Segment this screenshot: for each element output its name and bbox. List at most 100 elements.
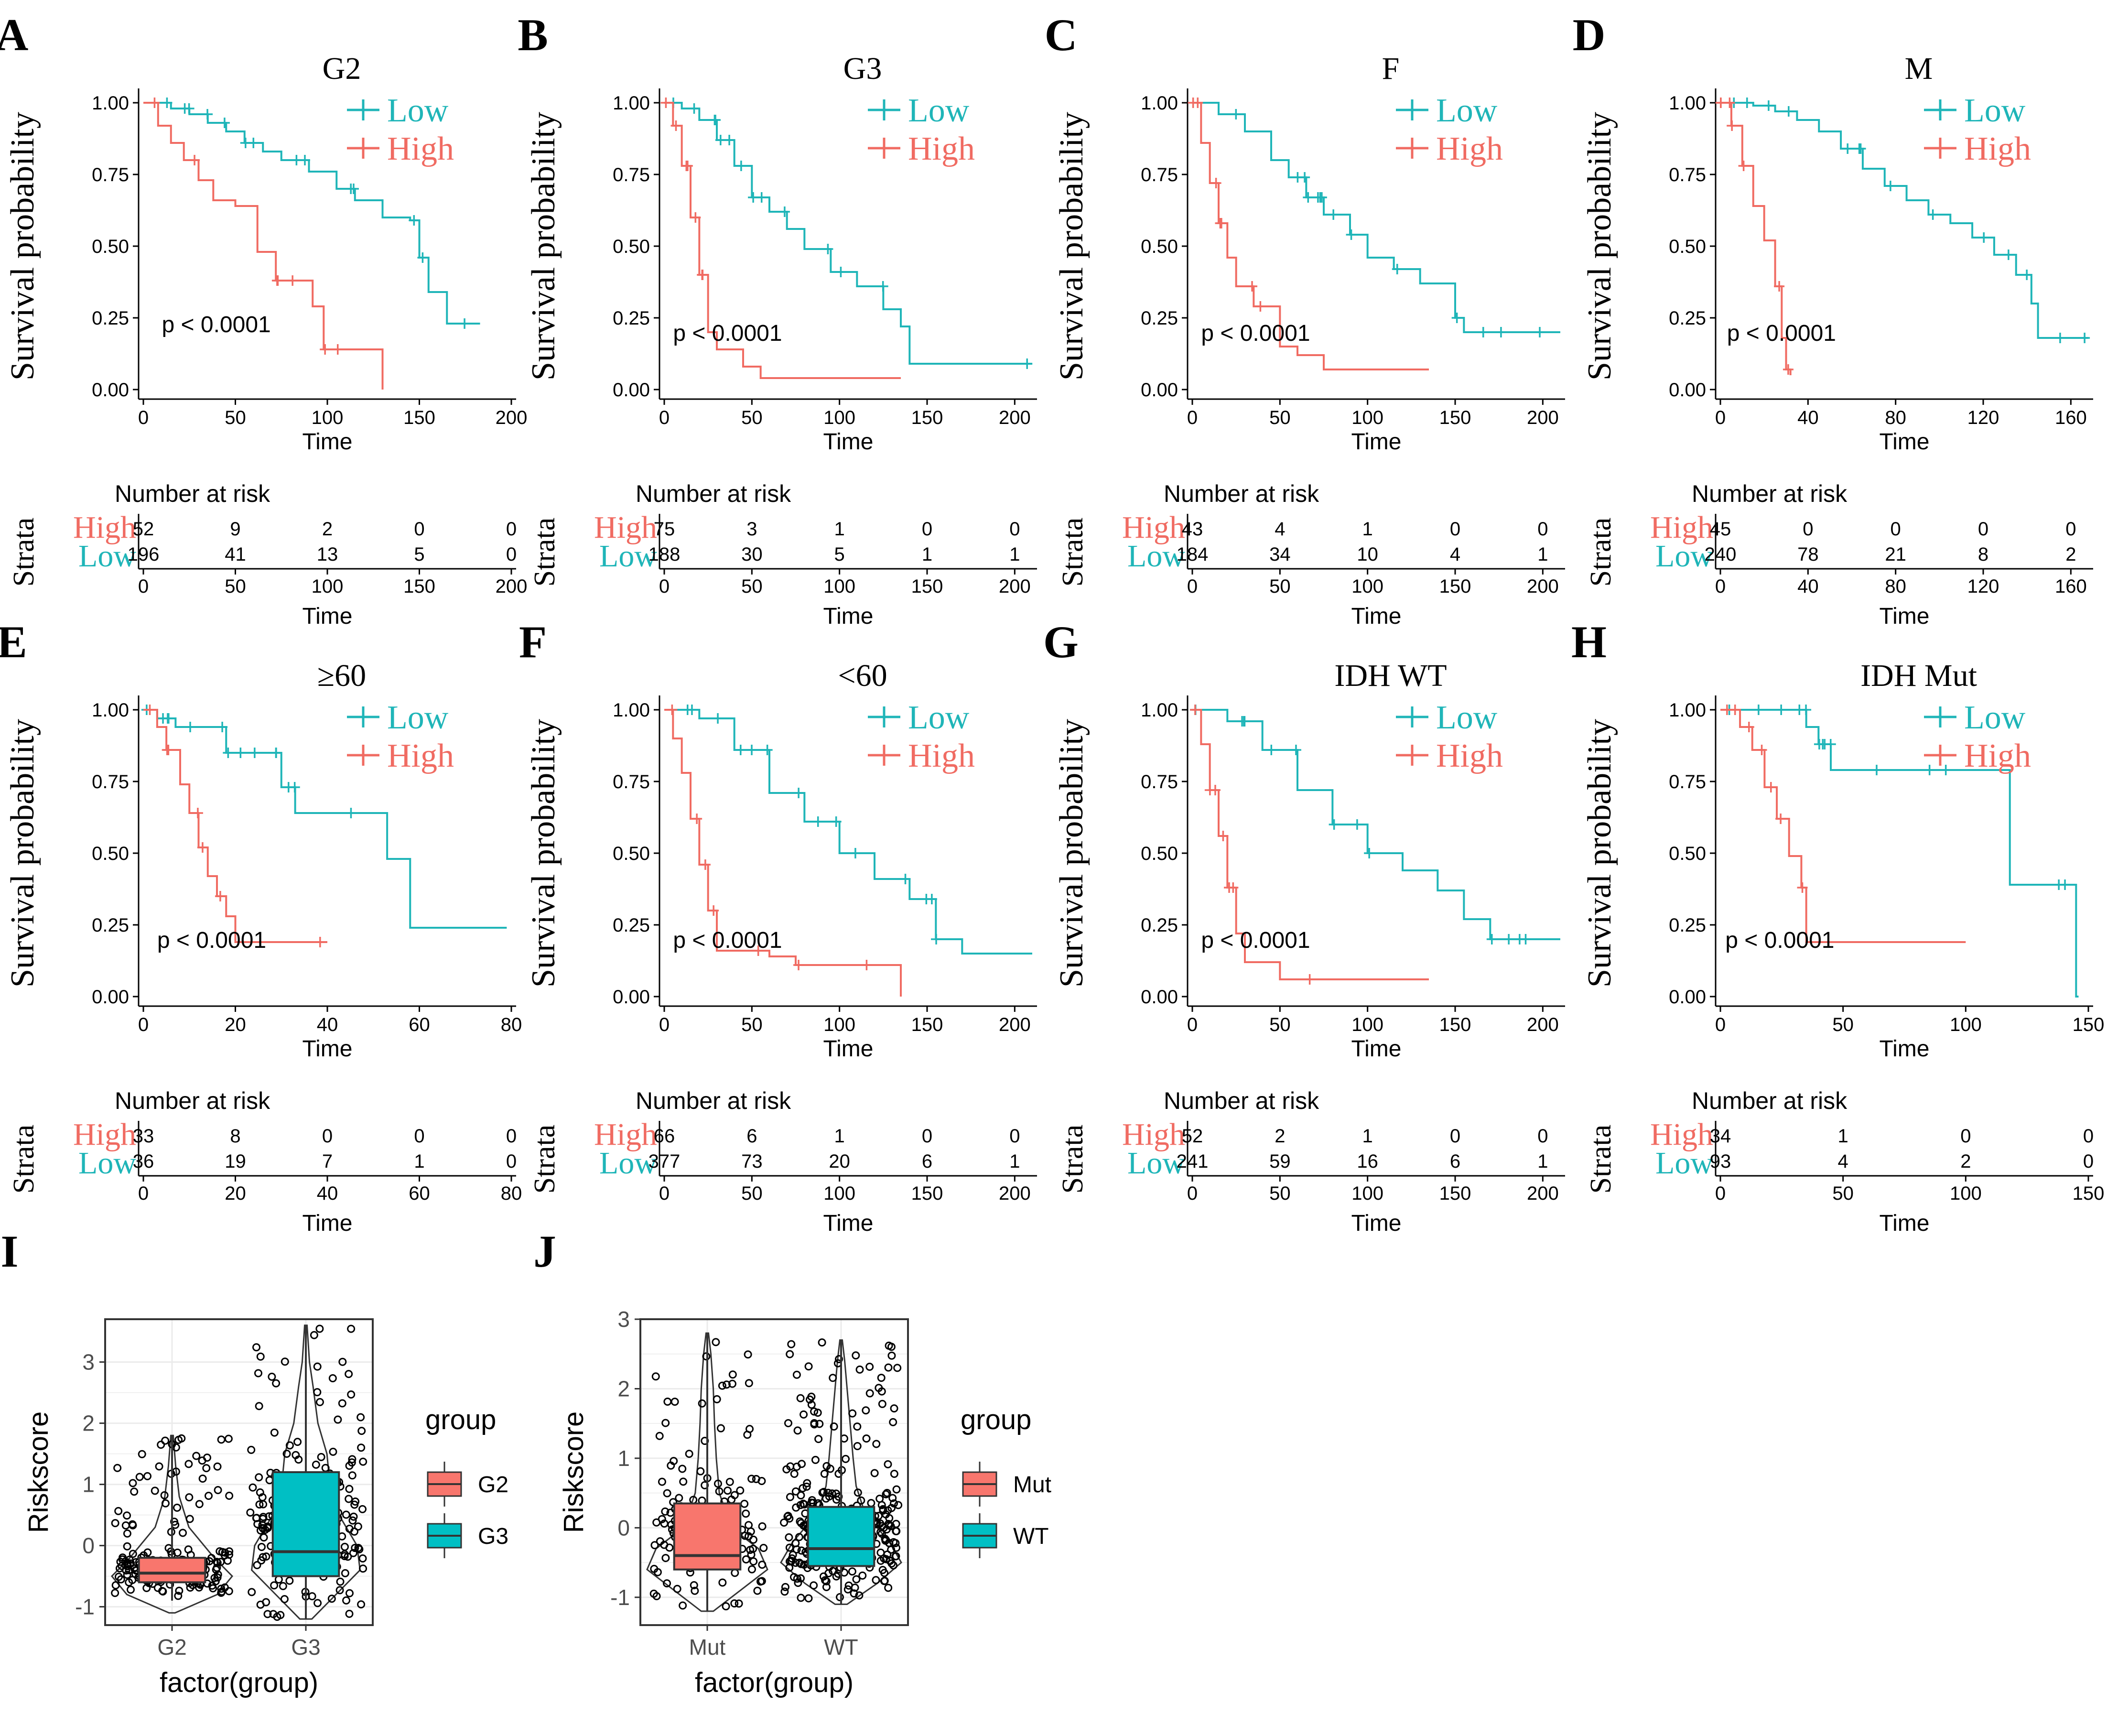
data-point	[728, 1370, 737, 1379]
data-point	[179, 1529, 187, 1537]
data-point	[885, 1341, 893, 1350]
x-tick-label: 150	[1439, 407, 1471, 428]
risk-x-tick-label: 50	[741, 576, 763, 597]
censor-mark	[1231, 109, 1242, 119]
data-point	[217, 1588, 226, 1597]
censor-mark	[689, 103, 700, 114]
number-at-risk-title: Number at risk	[115, 480, 270, 507]
y-axis-title: Riskscore	[23, 1411, 54, 1533]
risk-x-tick-label: 40	[1797, 576, 1819, 597]
censor-mark	[1486, 934, 1497, 944]
y-tick-label: 1.00	[92, 93, 129, 114]
data-point	[357, 1600, 366, 1609]
censor-mark	[2021, 270, 2032, 280]
y-tick-label: 0.75	[1669, 164, 1706, 185]
censor-mark	[1328, 209, 1339, 220]
censor-mark	[850, 848, 861, 858]
y-axis-title: Survival probability	[1581, 719, 1618, 987]
x-axis-title: Time	[1880, 429, 1930, 455]
data-point	[161, 1436, 170, 1445]
data-point	[293, 1438, 302, 1446]
y-tick-label: 0.75	[1141, 771, 1178, 792]
data-point	[800, 1410, 808, 1419]
strata-label: Strata	[8, 518, 40, 587]
risk-x-tick-label: 0	[138, 1183, 149, 1204]
data-point	[678, 1465, 687, 1473]
censor-mark	[1756, 745, 1767, 755]
risk-count-high: 0	[1978, 519, 1988, 540]
risk-x-axis-title: Time	[1880, 1211, 1930, 1236]
data-point	[758, 1522, 767, 1530]
data-point	[887, 1545, 896, 1554]
risk-count-high: 0	[1960, 1126, 1971, 1147]
censor-mark	[660, 98, 671, 108]
data-point	[285, 1441, 294, 1450]
data-point	[858, 1571, 867, 1580]
risk-x-tick-label: 150	[2073, 1183, 2105, 1204]
x-tick-label: 0	[659, 407, 670, 428]
x-axis-title: Time	[1880, 1036, 1930, 1062]
risk-count-low: 59	[1269, 1151, 1291, 1172]
data-point	[722, 1602, 730, 1611]
data-point	[342, 1510, 350, 1519]
data-point	[829, 1374, 837, 1382]
data-point	[317, 1453, 325, 1461]
data-point	[855, 1365, 864, 1374]
data-point	[142, 1584, 151, 1592]
censor-mark	[1743, 722, 1754, 732]
data-point	[887, 1351, 896, 1360]
censor-mark	[2003, 250, 2014, 260]
data-point	[246, 1508, 255, 1517]
y-tick-label: 0.50	[613, 843, 650, 864]
risk-count-high: 66	[654, 1126, 675, 1147]
risk-row-label-high: High	[594, 1117, 657, 1152]
censor-mark	[1978, 232, 1989, 243]
data-point	[780, 1587, 789, 1596]
p-value: p < 0.0001	[1725, 928, 1834, 953]
data-point	[802, 1482, 811, 1491]
x-tick-label: 200	[1527, 1014, 1559, 1035]
data-point	[865, 1362, 874, 1371]
x-tick-label: 40	[317, 1014, 338, 1035]
y-tick-label: 1.00	[1669, 93, 1706, 114]
legend-key-low	[868, 99, 900, 120]
survival-curve-high	[143, 709, 327, 943]
data-point	[872, 1576, 880, 1584]
censor-mark	[812, 816, 823, 827]
data-point	[279, 1582, 287, 1590]
censor-mark	[314, 937, 325, 947]
risk-count-low: 4	[1838, 1151, 1848, 1172]
risk-row-label-low: Low	[599, 539, 657, 574]
data-point	[272, 1379, 281, 1388]
data-point	[310, 1331, 318, 1339]
y-tick-label: 0.75	[613, 771, 650, 792]
y-tick-label: 0.50	[1669, 843, 1706, 864]
data-point	[787, 1340, 796, 1348]
risk-count-high: 0	[1009, 1126, 1020, 1147]
y-tick-label: 0.75	[92, 771, 129, 792]
data-point	[294, 1455, 303, 1464]
risk-count-low: 7	[322, 1151, 333, 1172]
censor-mark	[179, 103, 190, 114]
data-point	[338, 1357, 347, 1366]
risk-x-tick-label: 80	[1885, 576, 1906, 597]
censor-mark	[753, 945, 764, 956]
censor-mark	[1210, 178, 1221, 188]
risk-row-label-low: Low	[1655, 539, 1713, 574]
data-point	[313, 1388, 322, 1397]
risk-count-high: 0	[1450, 519, 1460, 540]
censor-mark	[1774, 281, 1785, 292]
legend-key-high	[1396, 138, 1428, 159]
data-point	[255, 1402, 263, 1410]
y-tick-label: 0.00	[1141, 987, 1178, 1008]
risk-x-tick-label: 0	[1715, 576, 1726, 597]
data-point	[797, 1560, 805, 1568]
data-point	[757, 1577, 766, 1585]
panel-title: <60	[838, 658, 887, 693]
data-point	[257, 1543, 266, 1552]
data-point	[281, 1357, 289, 1366]
risk-count-low: 78	[1797, 544, 1819, 565]
data-point	[800, 1500, 809, 1508]
risk-count-low: 2	[1960, 1151, 1971, 1172]
data-point	[345, 1485, 354, 1493]
